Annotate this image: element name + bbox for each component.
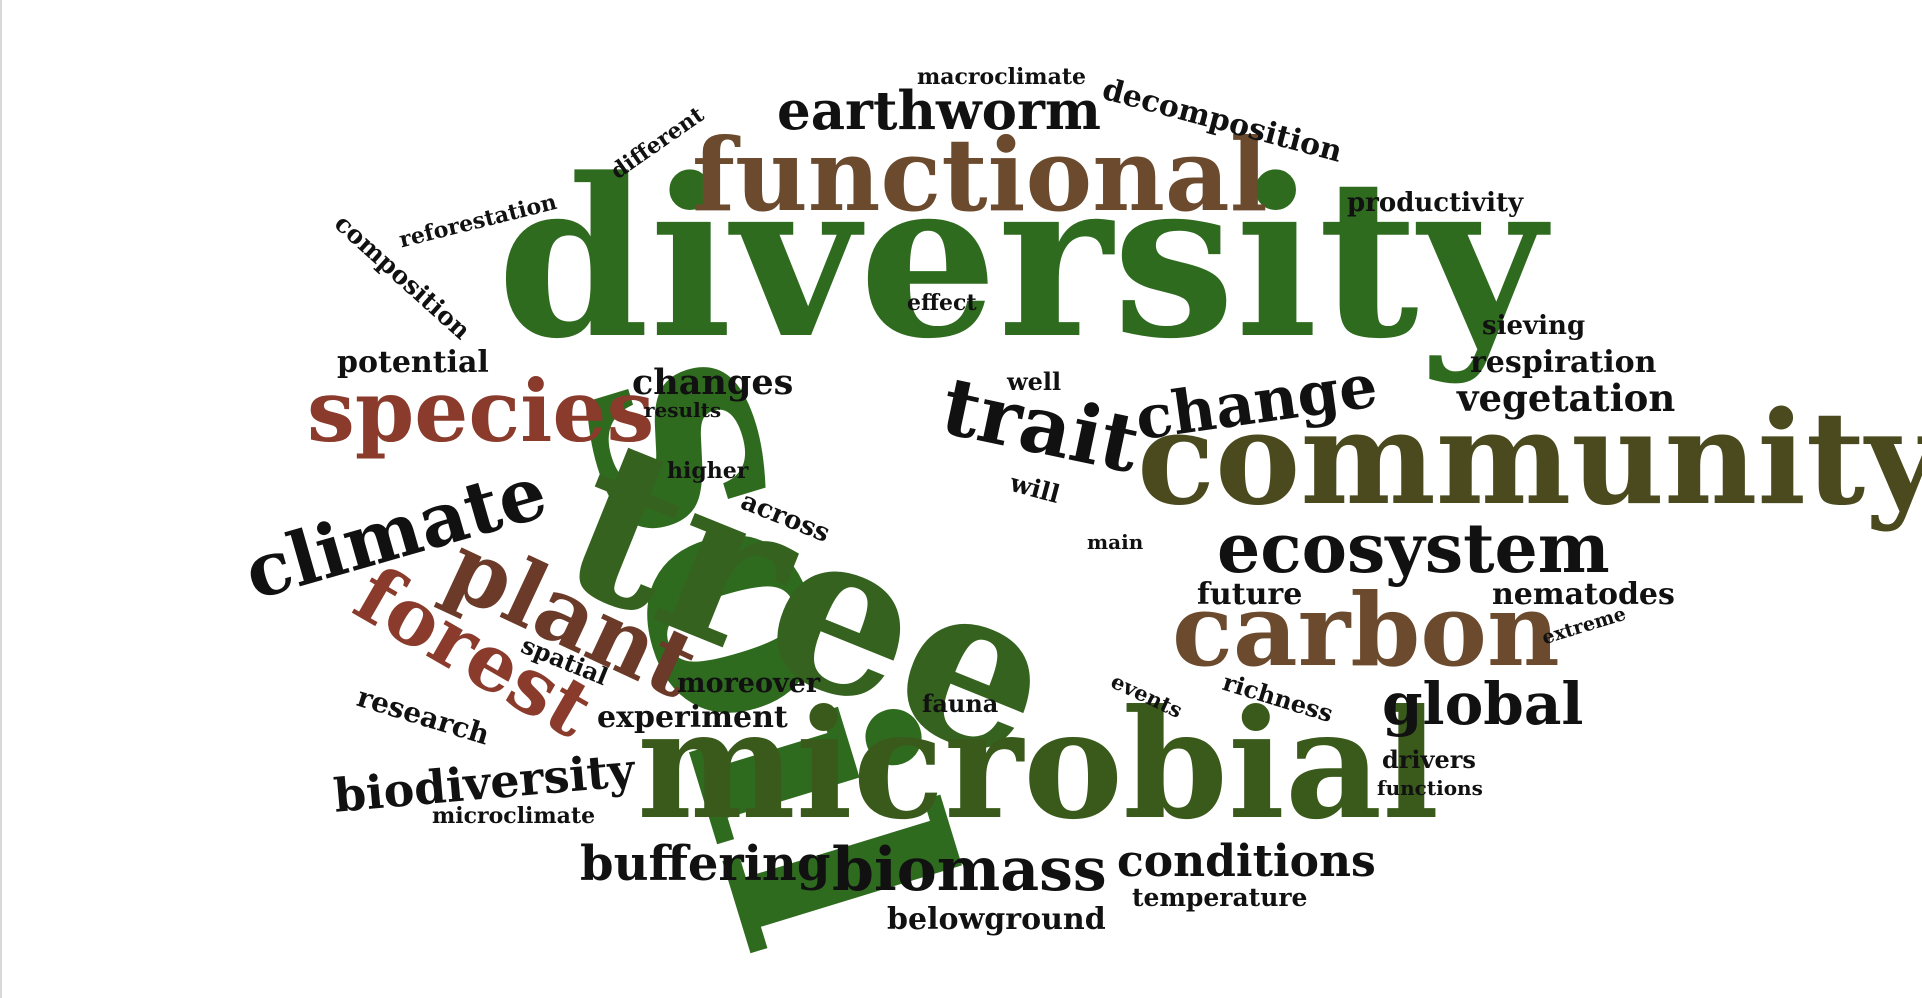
word-potential: potential [337, 345, 489, 380]
word-fauna: fauna [922, 689, 999, 718]
word-productivity: productivity [1347, 188, 1524, 218]
word-ecosystem: ecosystem [1217, 509, 1610, 589]
word-vegetation: vegetation [1457, 376, 1676, 420]
word-functions: functions [1377, 776, 1483, 800]
word-global: global [1382, 670, 1584, 738]
word-sieving: sieving [1482, 311, 1586, 341]
word-species: species [307, 362, 655, 462]
word-buffering: buffering [580, 836, 831, 892]
word-drivers: drivers [1382, 745, 1476, 774]
word-moreover: moreover [677, 668, 821, 699]
word-experiment: experiment [597, 700, 788, 735]
word-main: main [1087, 530, 1144, 554]
word-changes: changes [632, 362, 794, 403]
word-conditions: conditions [1117, 836, 1376, 887]
word-community: community [1137, 384, 1922, 534]
word-effect: effect [907, 290, 977, 316]
word-functional: functional [692, 116, 1268, 234]
word-belowground: belowground [887, 902, 1106, 937]
word-earthworm: earthworm [777, 80, 1101, 142]
word-results: results [644, 398, 722, 422]
word-microbial: microbial [637, 677, 1440, 853]
word-well: well [1007, 367, 1062, 396]
word-higher: higher [667, 458, 749, 484]
word-carbon: carbon [1172, 571, 1560, 689]
word-diversity: diversity [497, 131, 1546, 387]
word-microclimate: microclimate [432, 803, 596, 829]
word-temperature: temperature [1132, 883, 1308, 912]
word-macroclimate: macroclimate [917, 64, 1086, 90]
word-future: future [1197, 577, 1303, 612]
word-nematodes: nematodes [1492, 577, 1675, 612]
word-biomass: biomass [832, 835, 1107, 905]
word-respiration: respiration [1470, 345, 1657, 380]
